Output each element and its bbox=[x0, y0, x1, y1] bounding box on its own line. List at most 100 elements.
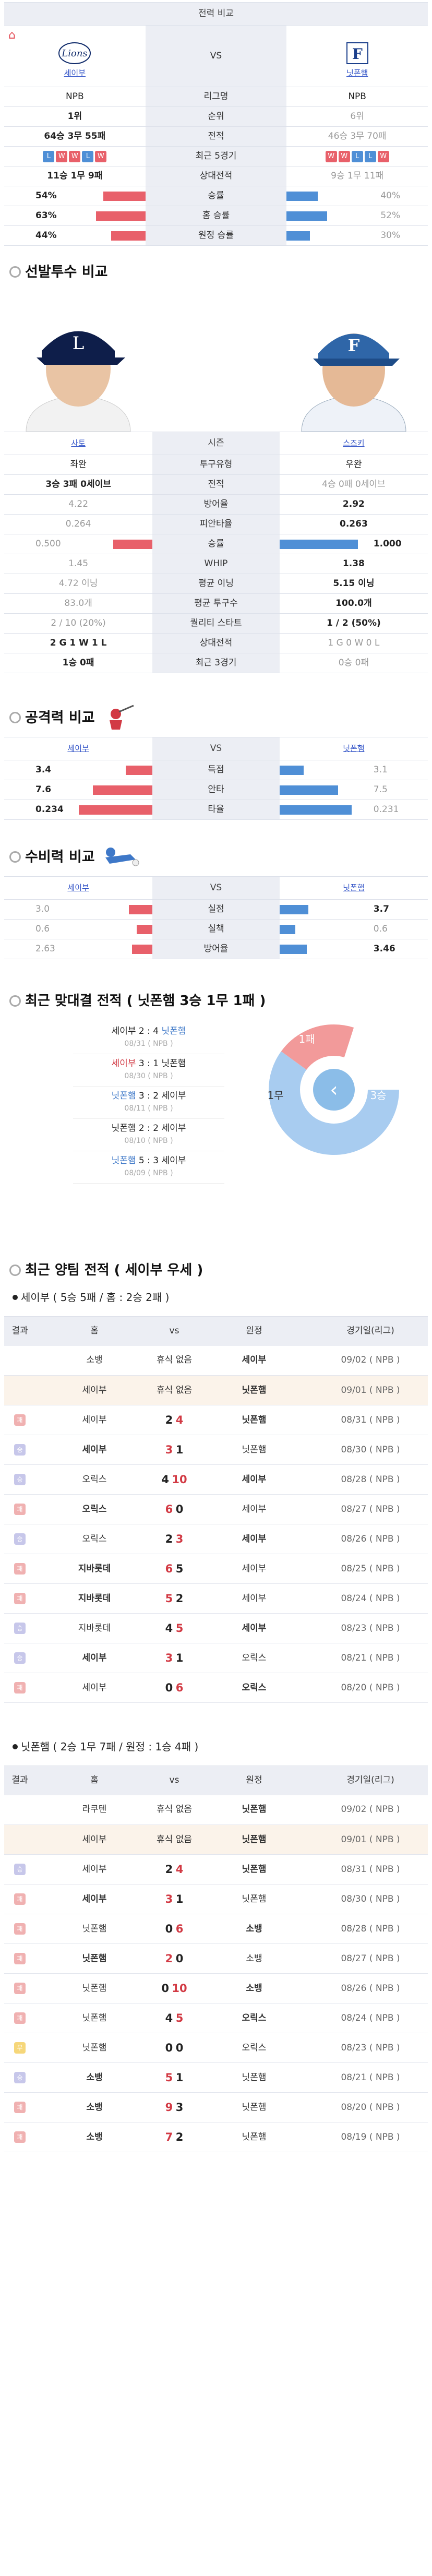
away-pitcher-name[interactable]: 스즈키 bbox=[279, 432, 428, 455]
form-badge: L bbox=[43, 150, 55, 162]
h2h-game[interactable]: 닛폰햄 2 : 2 세이부 08/10 ( NPB ) bbox=[73, 1119, 224, 1151]
game-date: 09/02 ( NPB ) bbox=[313, 1795, 428, 1825]
attack-home-team[interactable]: 세이부 bbox=[67, 744, 89, 753]
result-icon: 승 bbox=[14, 1474, 26, 1485]
home-team: 세이부 bbox=[35, 1435, 153, 1465]
table-row[interactable]: 패 소뱅 7 2 닛폰햄 08/19 ( NPB ) bbox=[4, 2122, 428, 2152]
home-team: 소뱅 bbox=[35, 2092, 153, 2122]
attack-away-team[interactable]: 닛폰햄 bbox=[343, 744, 365, 753]
home-team-name[interactable]: 세이부 bbox=[64, 68, 86, 78]
home-value-text: 2 / 10 (20%) bbox=[51, 618, 106, 628]
stat-row: 0.234 타율 0.231 bbox=[4, 800, 428, 820]
svg-text:L: L bbox=[73, 333, 85, 354]
h2h-date: 08/31 ( NPB ) bbox=[124, 1040, 173, 1048]
away-team-cell[interactable]: F 닛폰햄 bbox=[286, 25, 428, 87]
table-row[interactable]: 패 닛폰햄 4 5 오릭스 08/24 ( NPB ) bbox=[4, 2003, 428, 2033]
stat-label: 퀄리티 스타트 bbox=[152, 613, 280, 634]
table-row[interactable]: 패 오릭스 6 0 세이부 08/27 ( NPB ) bbox=[4, 1494, 428, 1524]
home-team: 오릭스 bbox=[35, 1464, 153, 1495]
away-team: 소뱅 bbox=[195, 1914, 313, 1944]
score-cell: 0 6 bbox=[153, 1673, 195, 1703]
h2h-game[interactable]: 세이부 3 : 1 닛폰햄 08/30 ( NPB ) bbox=[73, 1054, 224, 1087]
table-row[interactable]: 승 오릭스 4 10 세이부 08/28 ( NPB ) bbox=[4, 1464, 428, 1495]
away-score: 2 bbox=[175, 2130, 184, 2143]
table-row[interactable]: 패 세이부 3 1 닛폰햄 08/30 ( NPB ) bbox=[4, 1884, 428, 1914]
away-score: 없음 bbox=[175, 1804, 192, 1815]
table-row[interactable]: 패 지바롯데 6 5 세이부 08/25 ( NPB ) bbox=[4, 1554, 428, 1584]
h2h-game[interactable]: 닛폰햄 3 : 2 세이부 08/11 ( NPB ) bbox=[73, 1087, 224, 1119]
stat-label: 평균 이닝 bbox=[152, 574, 280, 594]
away-score: 5 bbox=[175, 2011, 184, 2024]
table-row[interactable]: 라쿠텐 휴식 없음 닛폰햄 09/02 ( NPB ) bbox=[4, 1795, 428, 1825]
table-row[interactable]: 승 세이부 3 1 닛폰햄 08/30 ( NPB ) bbox=[4, 1435, 428, 1465]
away-team: 세이부 bbox=[195, 1524, 313, 1554]
away-score: 10 bbox=[172, 1473, 187, 1486]
away-team: 오릭스 bbox=[195, 1643, 313, 1673]
table-row[interactable]: 패 세이부 0 6 오릭스 08/20 ( NPB ) bbox=[4, 1673, 428, 1703]
stat-row: 1.45 WHIP 1.38 bbox=[4, 554, 428, 574]
away-value-text: 1 G 0 W 0 L bbox=[328, 638, 380, 648]
away-value-text: 3.7 bbox=[373, 904, 389, 914]
result-cell: 패 bbox=[4, 1405, 35, 1435]
result-icon: 패 bbox=[14, 2012, 26, 2024]
table-row[interactable]: 무 닛폰햄 0 0 오릭스 08/23 ( NPB ) bbox=[4, 2033, 428, 2063]
home-icon[interactable]: ⌂ bbox=[8, 29, 16, 42]
stat-row: 63% 홈 승률 52% bbox=[4, 206, 428, 226]
result-cell: 패 bbox=[4, 2003, 35, 2033]
team1-recent-table: 결과 홈 vs 원정 경기일(리그) 소뱅 휴식 없음 세이부 09/02 ( NPB ) 세이… bbox=[4, 1316, 428, 1703]
table-row[interactable]: 패 지바롯데 5 2 세이부 08/24 ( NPB ) bbox=[4, 1583, 428, 1614]
home-score: 4 bbox=[165, 1621, 173, 1635]
away-value-text: 30% bbox=[380, 230, 401, 241]
away-bar bbox=[279, 785, 339, 795]
away-score: 3 bbox=[175, 2101, 184, 2114]
away-team: 오릭스 bbox=[195, 1673, 313, 1703]
defense-home-team[interactable]: 세이부 bbox=[67, 883, 89, 892]
table-row[interactable]: 승 지바롯데 4 5 세이부 08/23 ( NPB ) bbox=[4, 1613, 428, 1643]
table-row[interactable]: 승 소뱅 5 1 닛폰햄 08/21 ( NPB ) bbox=[4, 2062, 428, 2093]
game-date: 08/20 ( NPB ) bbox=[313, 2092, 428, 2122]
batter-icon bbox=[109, 705, 134, 730]
away-team-name[interactable]: 닛폰햄 bbox=[346, 68, 368, 78]
table-row[interactable]: 승 세이부 2 4 닛폰햄 08/31 ( NPB ) bbox=[4, 1854, 428, 1885]
stat-label: 전적 bbox=[145, 126, 287, 147]
h2h-game[interactable]: 세이부 2 : 4 닛폰햄 08/31 ( NPB ) bbox=[73, 1022, 224, 1054]
defense-away-team[interactable]: 닛폰햄 bbox=[343, 883, 365, 892]
table-row[interactable]: 소뱅 휴식 없음 세이부 09/02 ( NPB ) bbox=[4, 1345, 428, 1376]
away-team: 소뱅 bbox=[195, 1943, 313, 1974]
h2h-game[interactable]: 닛폰햄 5 : 3 세이부 08/09 ( NPB ) bbox=[73, 1151, 224, 1184]
home-bar bbox=[96, 211, 146, 221]
table-row[interactable]: 승 오릭스 2 3 세이부 08/26 ( NPB ) bbox=[4, 1524, 428, 1554]
home-value-text: 4.22 bbox=[68, 499, 89, 509]
h2h-panel: 세이부 2 : 4 닛폰햄 08/31 ( NPB ) 세이부 3 : 1 닛폰햄 0… bbox=[0, 1022, 432, 1267]
game-date: 08/23 ( NPB ) bbox=[313, 2033, 428, 2063]
table-row[interactable]: 세이부 휴식 없음 닛폰햄 09/01 ( NPB ) bbox=[4, 1375, 428, 1405]
home-team: 닛폰햄 bbox=[35, 1914, 153, 1944]
away-bar bbox=[279, 540, 358, 549]
home-score: 휴식 bbox=[157, 1834, 173, 1845]
stat-row: 7.6 안타 7.5 bbox=[4, 780, 428, 800]
home-value-text: 63% bbox=[35, 210, 57, 221]
stat-label: 방어율 bbox=[152, 494, 280, 515]
home-pitcher-name[interactable]: 사토 bbox=[4, 432, 153, 455]
table-row[interactable]: 패 세이부 2 4 닛폰햄 08/31 ( NPB ) bbox=[4, 1405, 428, 1435]
home-team-cell[interactable]: ⌂ Lions 세이부 bbox=[4, 25, 146, 87]
stat-label: 타율 bbox=[152, 800, 280, 820]
table-row[interactable]: 세이부 휴식 없음 닛폰햄 09/01 ( NPB ) bbox=[4, 1824, 428, 1855]
home-value-text: 0.500 bbox=[35, 539, 61, 549]
column-header: 경기일(리그) bbox=[313, 1766, 428, 1795]
home-score: 2 bbox=[165, 1863, 173, 1876]
score-cell: 0 10 bbox=[153, 1973, 195, 2003]
section-dot-icon bbox=[9, 995, 21, 1007]
table-row[interactable]: 패 닛폰햄 0 10 소뱅 08/26 ( NPB ) bbox=[4, 1973, 428, 2003]
table-row[interactable]: 패 닛폰햄 2 0 소뱅 08/27 ( NPB ) bbox=[4, 1943, 428, 1974]
table-row[interactable]: 패 닛폰햄 0 6 소뱅 08/28 ( NPB ) bbox=[4, 1914, 428, 1944]
team2-recent-table: 결과 홈 vs 원정 경기일(리그) 라쿠텐 휴식 없음 닛폰햄 09/02 ( NPB ) 세… bbox=[4, 1766, 428, 2152]
table-row[interactable]: 승 세이부 3 1 오릭스 08/21 ( NPB ) bbox=[4, 1643, 428, 1673]
home-value-text: 7.6 bbox=[35, 784, 52, 795]
result-icon: 패 bbox=[14, 1593, 26, 1604]
home-team: 라쿠텐 bbox=[35, 1795, 153, 1825]
score-cell: 9 3 bbox=[153, 2092, 195, 2122]
away-team: 닛폰햄 bbox=[195, 1405, 313, 1435]
result-icon: 패 bbox=[14, 1983, 26, 1994]
table-row[interactable]: 패 소뱅 9 3 닛폰햄 08/20 ( NPB ) bbox=[4, 2092, 428, 2122]
